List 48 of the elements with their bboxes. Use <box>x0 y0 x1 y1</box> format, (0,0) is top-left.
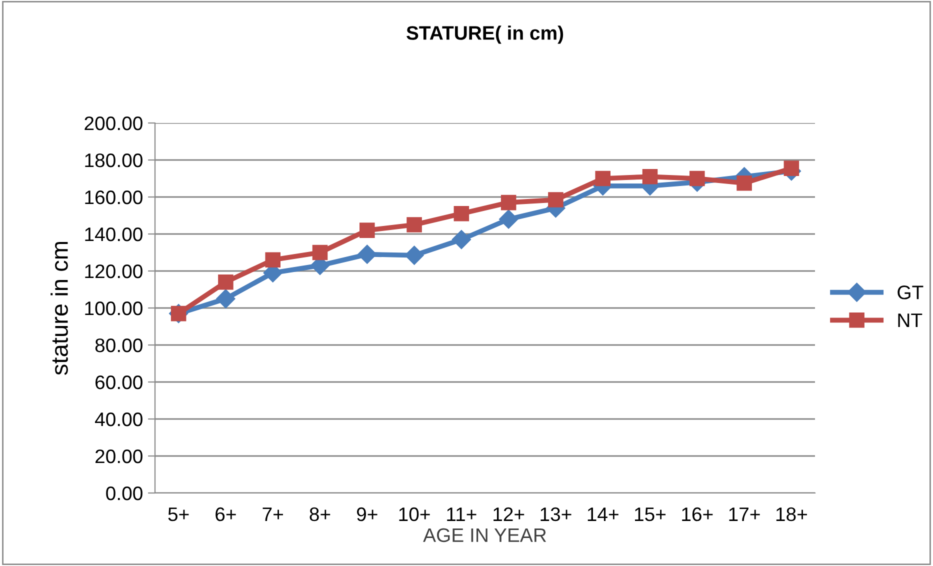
x-tick-label: 14+ <box>588 508 618 521</box>
x-tick-label: 18+ <box>776 507 807 522</box>
y-tick-label: 140.00 <box>85 227 142 242</box>
y-tick-label: 40.00 <box>94 412 142 426</box>
legend-label: GT <box>898 286 924 300</box>
y-tick-label: 80.00 <box>95 338 142 352</box>
y-tick-label: 60.00 <box>96 375 142 390</box>
point <box>499 210 518 229</box>
y-tick-label: 120.00 <box>85 264 142 278</box>
x-tick-label: 15+ <box>634 508 666 522</box>
legend-label: NT <box>898 314 922 327</box>
y-tick-label: 0.00 <box>106 486 142 500</box>
point <box>690 170 705 186</box>
x-tick-label: 5+ <box>168 508 189 522</box>
point <box>216 289 236 308</box>
x-tick-label: 6+ <box>216 507 236 522</box>
point <box>406 217 422 232</box>
x-tick-label: 17+ <box>729 508 760 521</box>
point <box>736 175 752 191</box>
point <box>360 222 375 238</box>
point <box>312 244 328 260</box>
x-tick-label: 10+ <box>399 507 430 522</box>
x-tick-label: 12+ <box>494 507 524 521</box>
point <box>784 160 800 176</box>
x-tick-label: 7+ <box>262 508 283 521</box>
x-tick-label: 8+ <box>310 507 330 522</box>
x-tick-label: 9+ <box>356 507 378 522</box>
point <box>595 170 610 186</box>
point <box>358 244 377 264</box>
point <box>452 230 471 250</box>
x-tick-label: 13+ <box>540 507 572 522</box>
point <box>404 246 424 265</box>
point <box>454 206 470 222</box>
x-tick-label: 11+ <box>447 508 476 521</box>
y-tick-label: 160.00 <box>85 190 142 204</box>
y-tick-label: 180.00 <box>85 153 142 168</box>
x-tick-label: 16+ <box>682 507 713 522</box>
y-tick-label: 100.00 <box>85 301 142 316</box>
chart-title: STATURE( in cm) <box>406 26 564 44</box>
point <box>642 169 658 184</box>
point <box>218 274 234 290</box>
point <box>500 194 516 210</box>
x-axis-title: AGE IN YEAR <box>423 528 546 542</box>
y-tick-label: 200.00 <box>84 116 142 130</box>
y-tick-label: 20.00 <box>96 449 142 464</box>
point <box>265 252 280 268</box>
y-axis-title: stature in cm <box>50 242 68 375</box>
point <box>548 192 564 208</box>
